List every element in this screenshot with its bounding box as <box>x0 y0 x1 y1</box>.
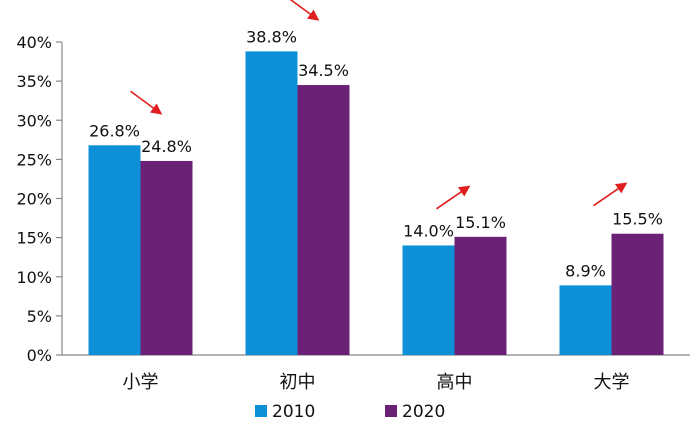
bar-series <box>88 51 664 355</box>
trend-arrows <box>130 0 628 210</box>
bar-2010-1 <box>245 51 298 355</box>
y-tick-label: 30% <box>16 111 52 130</box>
trend-arrow-up <box>436 185 471 210</box>
category-labels: 小学 初中 高中 大学 <box>123 372 630 393</box>
trend-arrow-down <box>289 0 320 21</box>
trend-arrow-down <box>130 90 163 115</box>
legend-swatch-2020 <box>385 405 397 417</box>
y-tick-label: 5% <box>27 307 52 326</box>
bar-2010-3 <box>559 285 612 355</box>
data-label: 15.5% <box>612 210 663 229</box>
y-tick-label: 40% <box>16 33 52 52</box>
y-tick-label: 0% <box>27 346 52 365</box>
bar-2020-2 <box>454 236 507 355</box>
y-tick-label: 15% <box>16 229 52 248</box>
category-label: 大学 <box>594 372 630 393</box>
legend-swatch-2010 <box>255 405 267 417</box>
data-label: 8.9% <box>565 261 606 280</box>
data-labels: 26.8%24.8% 38.8%34.5% 14.0% 15.1% 8.9% 15.5% <box>89 27 663 280</box>
y-tick-label: 35% <box>16 72 52 91</box>
data-label: 26.8% <box>89 121 140 140</box>
legend-label: 2020 <box>402 402 445 422</box>
legend-label: 2010 <box>272 402 315 422</box>
bar-2010-2 <box>402 245 455 355</box>
bar-2020-0 <box>140 160 193 355</box>
y-tick-label: 20% <box>16 190 52 209</box>
category-label: 高中 <box>437 372 473 393</box>
y-tick-label: 25% <box>16 150 52 169</box>
legend: 2010 2020 <box>255 402 445 422</box>
category-label: 小学 <box>123 372 159 393</box>
bar-2020-3 <box>611 233 664 355</box>
y-tick-label: 10% <box>16 268 52 287</box>
data-label: 14.0% <box>403 221 454 240</box>
data-label: 38.8% <box>246 27 297 46</box>
data-label: 15.1% <box>455 213 506 232</box>
data-label: 24.8% <box>141 137 192 156</box>
data-label: 34.5% <box>298 61 349 80</box>
category-label: 初中 <box>280 372 316 393</box>
bar-2010-0 <box>88 145 141 355</box>
y-axis-ticks: 0% 5% 10% 15% 20% 25% 30% 35% 40% <box>16 33 62 365</box>
bar-2020-1 <box>297 85 350 355</box>
trend-arrow-up <box>593 182 628 207</box>
